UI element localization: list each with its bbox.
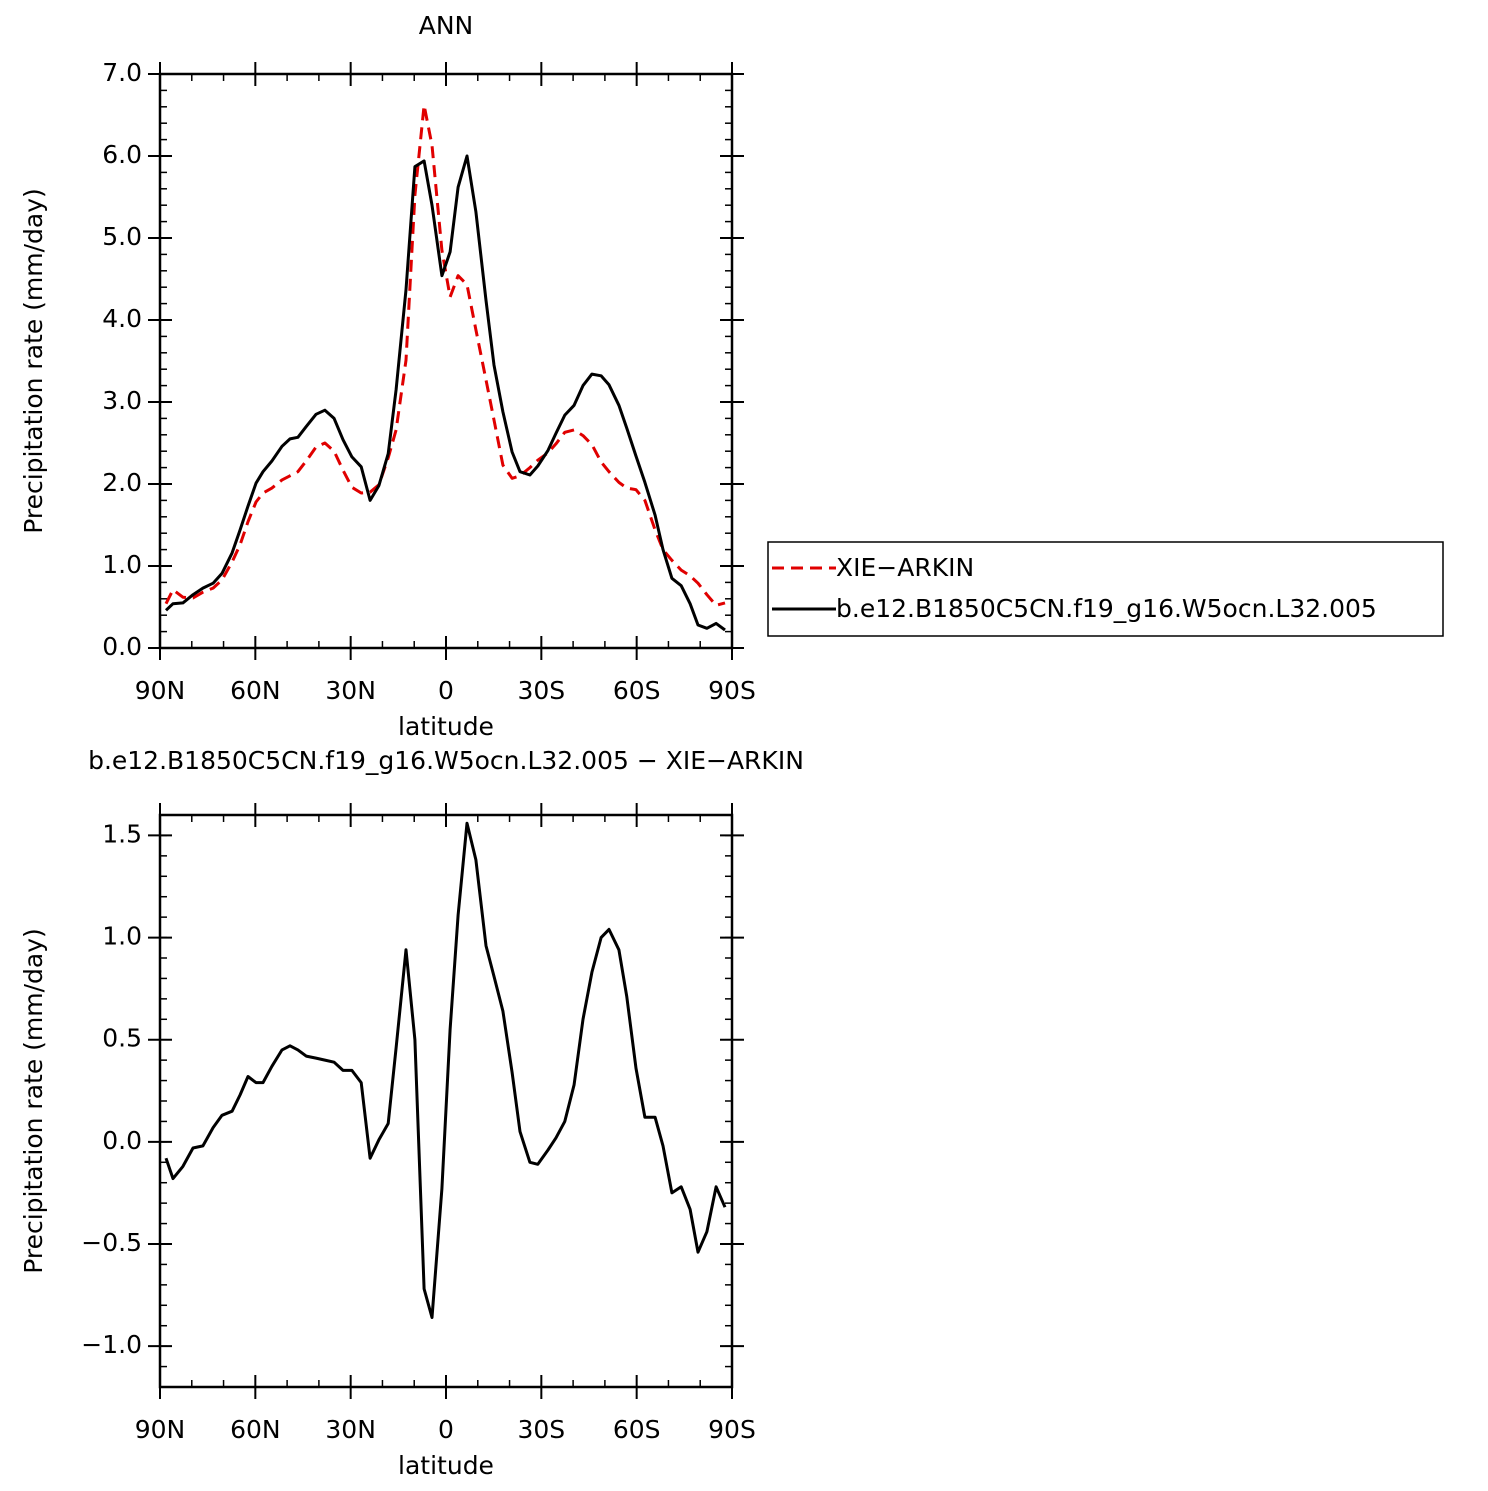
y-tick-label: 0.5 — [102, 1024, 142, 1053]
data-line — [164, 821, 727, 1319]
x-tick-label: 90S — [708, 676, 756, 705]
y-tick-label: 3.0 — [102, 386, 142, 415]
x-axis-label: latitude — [398, 712, 494, 741]
x-tick-label: 90N — [135, 1415, 186, 1444]
y-tick-label: 0.0 — [102, 1126, 142, 1155]
x-tick-label: 0 — [438, 1415, 454, 1444]
x-tick-label: 90N — [135, 676, 186, 705]
x-axis-label: latitude — [398, 1451, 494, 1480]
y-tick-label: 2.0 — [102, 468, 142, 497]
legend-box — [767, 541, 1444, 637]
x-tick-label: 0 — [438, 676, 454, 705]
y-tick-label: 0.0 — [102, 632, 142, 661]
x-tick-label: 60S — [613, 1415, 661, 1444]
y-tick-label: 6.0 — [102, 140, 142, 169]
x-tick-label: 90S — [708, 1415, 756, 1444]
chart-title: ANN — [419, 11, 474, 40]
x-tick-label: 30N — [325, 1415, 376, 1444]
x-tick-label: 30S — [517, 1415, 565, 1444]
y-tick-label: −0.5 — [81, 1228, 142, 1257]
y-axis-label: Precipitation rate (mm/day) — [19, 928, 48, 1274]
legend-label: XIE−ARKIN — [836, 553, 974, 582]
x-tick-label: 60S — [613, 676, 661, 705]
data-line — [164, 154, 726, 632]
y-tick-label: 4.0 — [102, 304, 142, 333]
y-tick-label: 1.0 — [102, 550, 142, 579]
x-tick-label: 60N — [230, 1415, 281, 1444]
y-tick-label: 1.0 — [102, 922, 142, 951]
x-tick-label: 30N — [325, 676, 376, 705]
x-tick-label: 30S — [517, 676, 565, 705]
plot-frame — [158, 72, 734, 650]
y-tick-label: −1.0 — [81, 1330, 142, 1359]
y-tick-label: 7.0 — [102, 58, 142, 87]
x-tick-label: 60N — [230, 676, 281, 705]
y-tick-label: 1.5 — [102, 819, 142, 848]
y-axis-label: Precipitation rate (mm/day) — [19, 188, 48, 534]
legend-label: b.e12.B1850C5CN.f19_g16.W5ocn.L32.005 — [836, 594, 1377, 623]
data-line — [164, 103, 726, 607]
chart-title: b.e12.B1850C5CN.f19_g16.W5ocn.L32.005 − … — [88, 746, 804, 775]
y-tick-label: 5.0 — [102, 222, 142, 251]
